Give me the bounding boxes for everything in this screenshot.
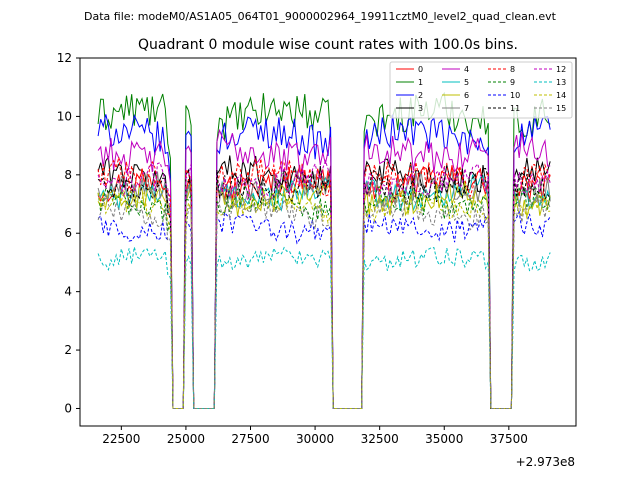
y-tick-label: 8 [64, 168, 72, 182]
series-line-13 [97, 246, 551, 409]
legend-label-4: 4 [464, 65, 469, 74]
x-offset-label: +2.973e8 [516, 455, 575, 469]
series-line-15 [97, 193, 551, 409]
x-tick-label: 32500 [361, 432, 399, 446]
legend-label-8: 8 [510, 65, 515, 74]
series-line-1 [97, 91, 551, 409]
legend-label-14: 14 [556, 91, 566, 100]
x-tick-label: 22500 [102, 432, 140, 446]
legend-label-6: 6 [464, 91, 469, 100]
plot-lines [97, 91, 551, 409]
y-ticks: 0 2 4 6 8 10 12 [57, 51, 80, 415]
legend-label-1: 1 [418, 78, 423, 87]
legend-label-15: 15 [556, 104, 566, 113]
legend-label-11: 11 [510, 104, 520, 113]
legend-label-9: 9 [510, 78, 515, 87]
legend-label-10: 10 [510, 91, 520, 100]
x-tick-label: 30000 [296, 432, 334, 446]
series-line-11 [97, 167, 551, 409]
y-tick-label: 12 [57, 51, 72, 65]
legend-label-5: 5 [464, 78, 469, 87]
suptitle: Data file: modeM0/AS1A05_064T01_90000029… [84, 10, 557, 23]
legend-label-13: 13 [556, 78, 566, 87]
legend-label-7: 7 [464, 104, 469, 113]
y-tick-label: 0 [64, 401, 72, 415]
y-tick-label: 6 [64, 226, 72, 240]
legend-label-2: 2 [418, 91, 423, 100]
legend-label-0: 0 [418, 65, 423, 74]
y-tick-label: 2 [64, 343, 72, 357]
x-tick-label: 27500 [231, 432, 269, 446]
legend-box [389, 61, 573, 119]
x-tick-label: 35000 [425, 432, 463, 446]
axes-frame [79, 57, 577, 427]
chart-title: Quadrant 0 module wise count rates with … [138, 37, 518, 53]
x-tick-label: 37500 [490, 432, 528, 446]
series-line-10 [97, 210, 551, 409]
legend-label-12: 12 [556, 65, 566, 74]
x-tick-label: 25000 [167, 432, 205, 446]
y-tick-label: 10 [57, 109, 72, 123]
legend-label-3: 3 [418, 104, 423, 113]
y-tick-label: 4 [64, 285, 72, 299]
x-ticks: 22500 25000 27500 30000 32500 35000 37500 [102, 426, 528, 446]
